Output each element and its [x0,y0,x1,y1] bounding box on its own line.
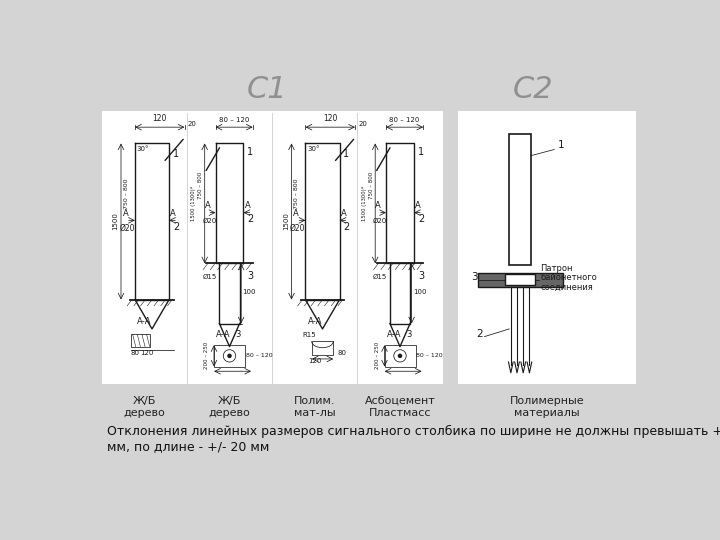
Text: A: A [205,201,211,210]
Text: A: A [170,209,176,218]
Bar [505,274,535,285]
Text: С1: С1 [246,75,287,104]
Text: Ж/Б
дерево: Ж/Б дерево [123,396,165,417]
Text: 30°: 30° [137,146,149,152]
Text: А-А: А-А [387,330,401,339]
Text: 3: 3 [418,271,424,281]
Text: 80 – 120: 80 – 120 [246,353,272,359]
Text: 2: 2 [173,221,179,232]
Text: Ø20: Ø20 [373,218,387,224]
Text: 200 – 250: 200 – 250 [204,342,210,369]
Text: 750 – 800: 750 – 800 [124,178,129,208]
Bar [214,345,245,367]
Text: A: A [415,201,420,210]
Text: A: A [341,209,346,218]
Text: R15: R15 [302,333,316,339]
Text: 2: 2 [343,221,350,232]
Text: 120: 120 [308,358,321,364]
Text: A: A [375,201,381,210]
Circle shape [228,354,231,357]
Text: 200 – 250: 200 – 250 [375,342,380,369]
Bar [509,134,531,265]
Text: соединения: соединения [540,282,593,292]
Text: 20: 20 [358,122,367,127]
Text: Ø15: Ø15 [373,274,387,280]
Text: A: A [123,209,129,218]
Text: 1: 1 [343,149,349,159]
Text: 750 – 800: 750 – 800 [369,172,374,199]
Text: 2: 2 [418,214,424,224]
Bar [477,273,563,287]
Text: байонетного: байонетного [540,273,597,282]
Text: 3: 3 [406,330,412,339]
Text: 80 – 120: 80 – 120 [219,117,249,123]
Text: Полим.
мат-лы: Полим. мат-лы [294,396,336,417]
Text: А-А: А-А [307,318,322,326]
Text: Патрон: Патрон [540,264,573,273]
Text: А-А: А-А [216,330,230,339]
Text: 1: 1 [173,149,179,159]
Text: 120: 120 [140,350,153,356]
Text: 1500: 1500 [112,213,119,231]
Bar [312,341,333,355]
Text: Ж/Б
дерево: Ж/Б дерево [209,396,251,417]
Text: Ø20: Ø20 [290,224,305,233]
Text: 3: 3 [248,271,253,281]
Text: Ø20: Ø20 [202,218,217,224]
Text: 1: 1 [558,140,564,150]
Text: 120: 120 [323,113,338,123]
Text: 750 – 800: 750 – 800 [198,172,203,199]
Text: 3: 3 [235,330,241,339]
Text: Полимерные
материалы: Полимерные материалы [510,396,585,417]
Text: 1500 (1300)*: 1500 (1300)* [192,186,196,221]
Circle shape [398,354,402,357]
Text: 1500 (1300)*: 1500 (1300)* [361,186,366,221]
Text: Отклонения линейных размеров сигнального столбика по ширине не должны превышать : Отклонения линейных размеров сигнального… [107,425,720,453]
Text: Асбоцемент
Пластмасс: Асбоцемент Пластмасс [364,396,436,417]
Bar [102,111,443,384]
Text: 30°: 30° [307,146,320,152]
Text: 80 – 120: 80 – 120 [390,117,420,123]
Text: A: A [293,209,299,218]
Text: 1: 1 [418,147,424,157]
Text: 80: 80 [130,350,139,356]
Text: 100: 100 [413,289,427,295]
Text: 1500: 1500 [283,213,289,231]
Bar [384,345,415,367]
Bar [131,334,150,347]
Text: 1: 1 [248,147,253,157]
Text: Ø15: Ø15 [202,274,217,280]
Text: A: A [245,201,251,210]
Text: 120: 120 [153,113,167,123]
Text: 750 – 800: 750 – 800 [294,178,300,208]
Text: С2: С2 [513,75,554,104]
Text: 3: 3 [471,272,477,282]
Bar [458,111,636,384]
Text: 80: 80 [338,350,347,356]
Text: 2: 2 [477,329,483,339]
Text: 20: 20 [188,122,197,127]
Text: 80 – 120: 80 – 120 [416,353,443,359]
Text: А-А: А-А [137,318,151,326]
Text: 2: 2 [248,214,253,224]
Text: 100: 100 [243,289,256,295]
Text: Ø20: Ø20 [120,224,135,233]
